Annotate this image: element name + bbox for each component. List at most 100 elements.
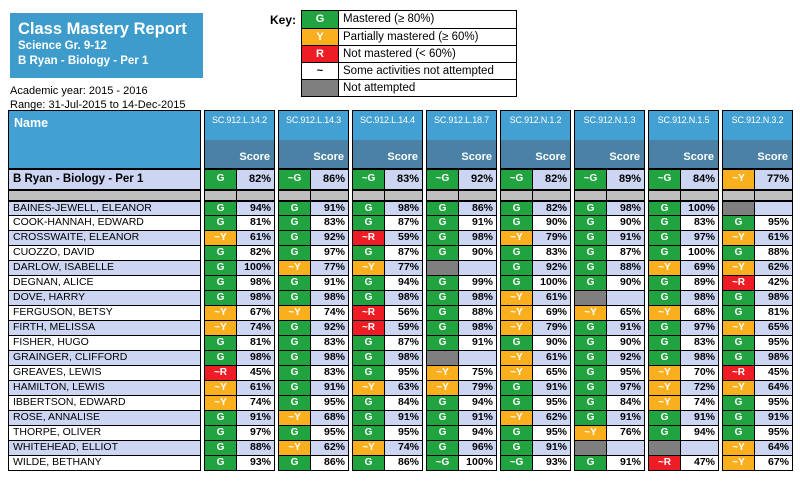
rating-cell: G	[501, 261, 533, 275]
student-mastery-cell: ~Y 74%	[205, 320, 274, 335]
column-header-code: SC.912.N.1.3	[575, 111, 644, 140]
student-name-cell: FIRTH, MELISSA	[9, 320, 200, 335]
rating-cell: G	[575, 456, 607, 470]
student-mastery-cell: G 88%	[575, 260, 644, 275]
rating-cell: ~Y	[723, 441, 755, 455]
score-cell: 95%	[323, 396, 345, 408]
score-cell: 98%	[249, 351, 271, 363]
rating-cell: G	[723, 336, 755, 350]
rating-cell: ~Y	[649, 396, 681, 410]
rating-cell: G	[427, 216, 459, 230]
score-cell: 91%	[619, 456, 641, 468]
column-header-score: Score	[649, 140, 718, 168]
student-mastery-cell: ~Y 70%	[649, 365, 718, 380]
rating-cell: G	[723, 216, 755, 230]
student-mastery-cell: G 97%	[649, 320, 718, 335]
divider-row	[279, 189, 348, 200]
score-cell: 88%	[249, 441, 271, 453]
score-cell: 91%	[619, 321, 641, 333]
score-cell: 90%	[471, 246, 493, 258]
score-cell: 92%	[545, 261, 567, 273]
rating-cell: G	[575, 336, 607, 350]
score-cell: 84%	[619, 396, 641, 408]
score-cell: 83%	[323, 216, 345, 228]
rating-cell	[575, 291, 607, 305]
score-cell: 90%	[545, 336, 567, 348]
score-cell: 97%	[249, 426, 271, 438]
rating-cell: G	[649, 202, 681, 215]
score-cell: 98%	[249, 291, 271, 303]
rating-cell: ~Y	[501, 321, 533, 335]
student-mastery-cell: G 91%	[279, 200, 348, 215]
score-cell: 91%	[323, 381, 345, 393]
student-mastery-cell: G 97%	[279, 245, 348, 260]
score-cell: 81%	[249, 336, 271, 348]
score-cell: 86%	[397, 456, 419, 468]
class-summary-cell: G 82%	[205, 168, 274, 189]
student-name-cell: ROSE, ANNALISE	[9, 410, 200, 425]
score-cell: 100%	[540, 276, 567, 288]
student-name-cell: THORPE, OLIVER	[9, 425, 200, 440]
divider-cell	[427, 191, 459, 200]
key-label: Key:	[269, 13, 296, 27]
rating-cell: G	[353, 291, 385, 305]
academic-year-label: Academic year: 2015 - 2016	[10, 85, 148, 97]
student-mastery-cell: ~Y 61%	[501, 290, 570, 305]
score-cell	[755, 202, 792, 215]
rating-cell: G	[427, 426, 459, 440]
rating-cell: ~Y	[205, 231, 237, 245]
divider-cell	[501, 191, 533, 200]
standard-column: SC.912.N.1.3 Score ~G 89% G 98% G 90% G 91% G 87% G 8…	[574, 110, 645, 471]
rating-cell: ~G	[427, 170, 459, 189]
column-header-code: SC.912.L.14.4	[353, 111, 422, 140]
student-mastery-cell: G 81%	[205, 215, 274, 230]
score-cell: 91%	[619, 231, 641, 243]
score-cell: 95%	[323, 426, 345, 438]
rating-cell: ~Y	[501, 351, 533, 365]
score-cell: 94%	[471, 426, 493, 438]
student-name-cell: FISHER, HUGO	[9, 335, 200, 350]
rating-cell: ~G	[427, 456, 459, 470]
column-header-score: Score	[501, 140, 570, 168]
rating-cell: G	[723, 306, 755, 320]
rating-cell: G	[575, 231, 607, 245]
score-cell: 42%	[767, 276, 789, 288]
rating-cell: ~Y	[205, 381, 237, 395]
student-mastery-cell: G 91%	[501, 440, 570, 455]
student-mastery-cell: G 90%	[575, 215, 644, 230]
score-cell: 59%	[397, 321, 419, 333]
mastery-table: Name B Ryan - Biology - Per 1 BAINES-JEWEL…	[8, 110, 793, 471]
student-mastery-cell: ~R 42%	[723, 275, 792, 290]
rating-cell: ~Y	[723, 170, 755, 189]
student-mastery-cell: ~Y 61%	[501, 350, 570, 365]
rating-cell: G	[649, 336, 681, 350]
student-mastery-cell: G 91%	[575, 455, 644, 470]
score-cell: 98%	[767, 351, 789, 363]
rating-cell: ~Y	[501, 306, 533, 320]
score-cell: 91%	[323, 276, 345, 288]
rating-cell: G	[723, 411, 755, 425]
key-legend: G Mastered (≥ 80%) Y Partially mastered …	[301, 10, 517, 97]
student-mastery-cell: G 83%	[279, 215, 348, 230]
score-cell: 82%	[545, 202, 567, 214]
column-header-code: SC.912.L.14.3	[279, 111, 348, 140]
rating-cell: G	[205, 202, 237, 215]
student-mastery-cell: ~R 59%	[353, 320, 422, 335]
score-cell: 98%	[323, 291, 345, 303]
score-cell: 84%	[692, 173, 715, 185]
student-mastery-cell: G 98%	[353, 290, 422, 305]
score-cell: 65%	[545, 366, 567, 378]
score-cell: 95%	[397, 366, 419, 378]
rating-cell: G	[279, 336, 311, 350]
student-mastery-cell: G 94%	[353, 275, 422, 290]
rating-cell: G	[575, 411, 607, 425]
student-mastery-cell: G 98%	[427, 290, 496, 305]
student-name-cell: GRAINGER, CLIFFORD	[9, 350, 200, 365]
score-cell: 83%	[693, 216, 715, 228]
rating-cell: G	[205, 246, 237, 260]
student-mastery-cell: G 89%	[649, 275, 718, 290]
rating-cell: G	[649, 276, 681, 290]
rating-cell: G	[501, 441, 533, 455]
score-cell: 62%	[767, 261, 789, 273]
score-cell: 97%	[693, 321, 715, 333]
